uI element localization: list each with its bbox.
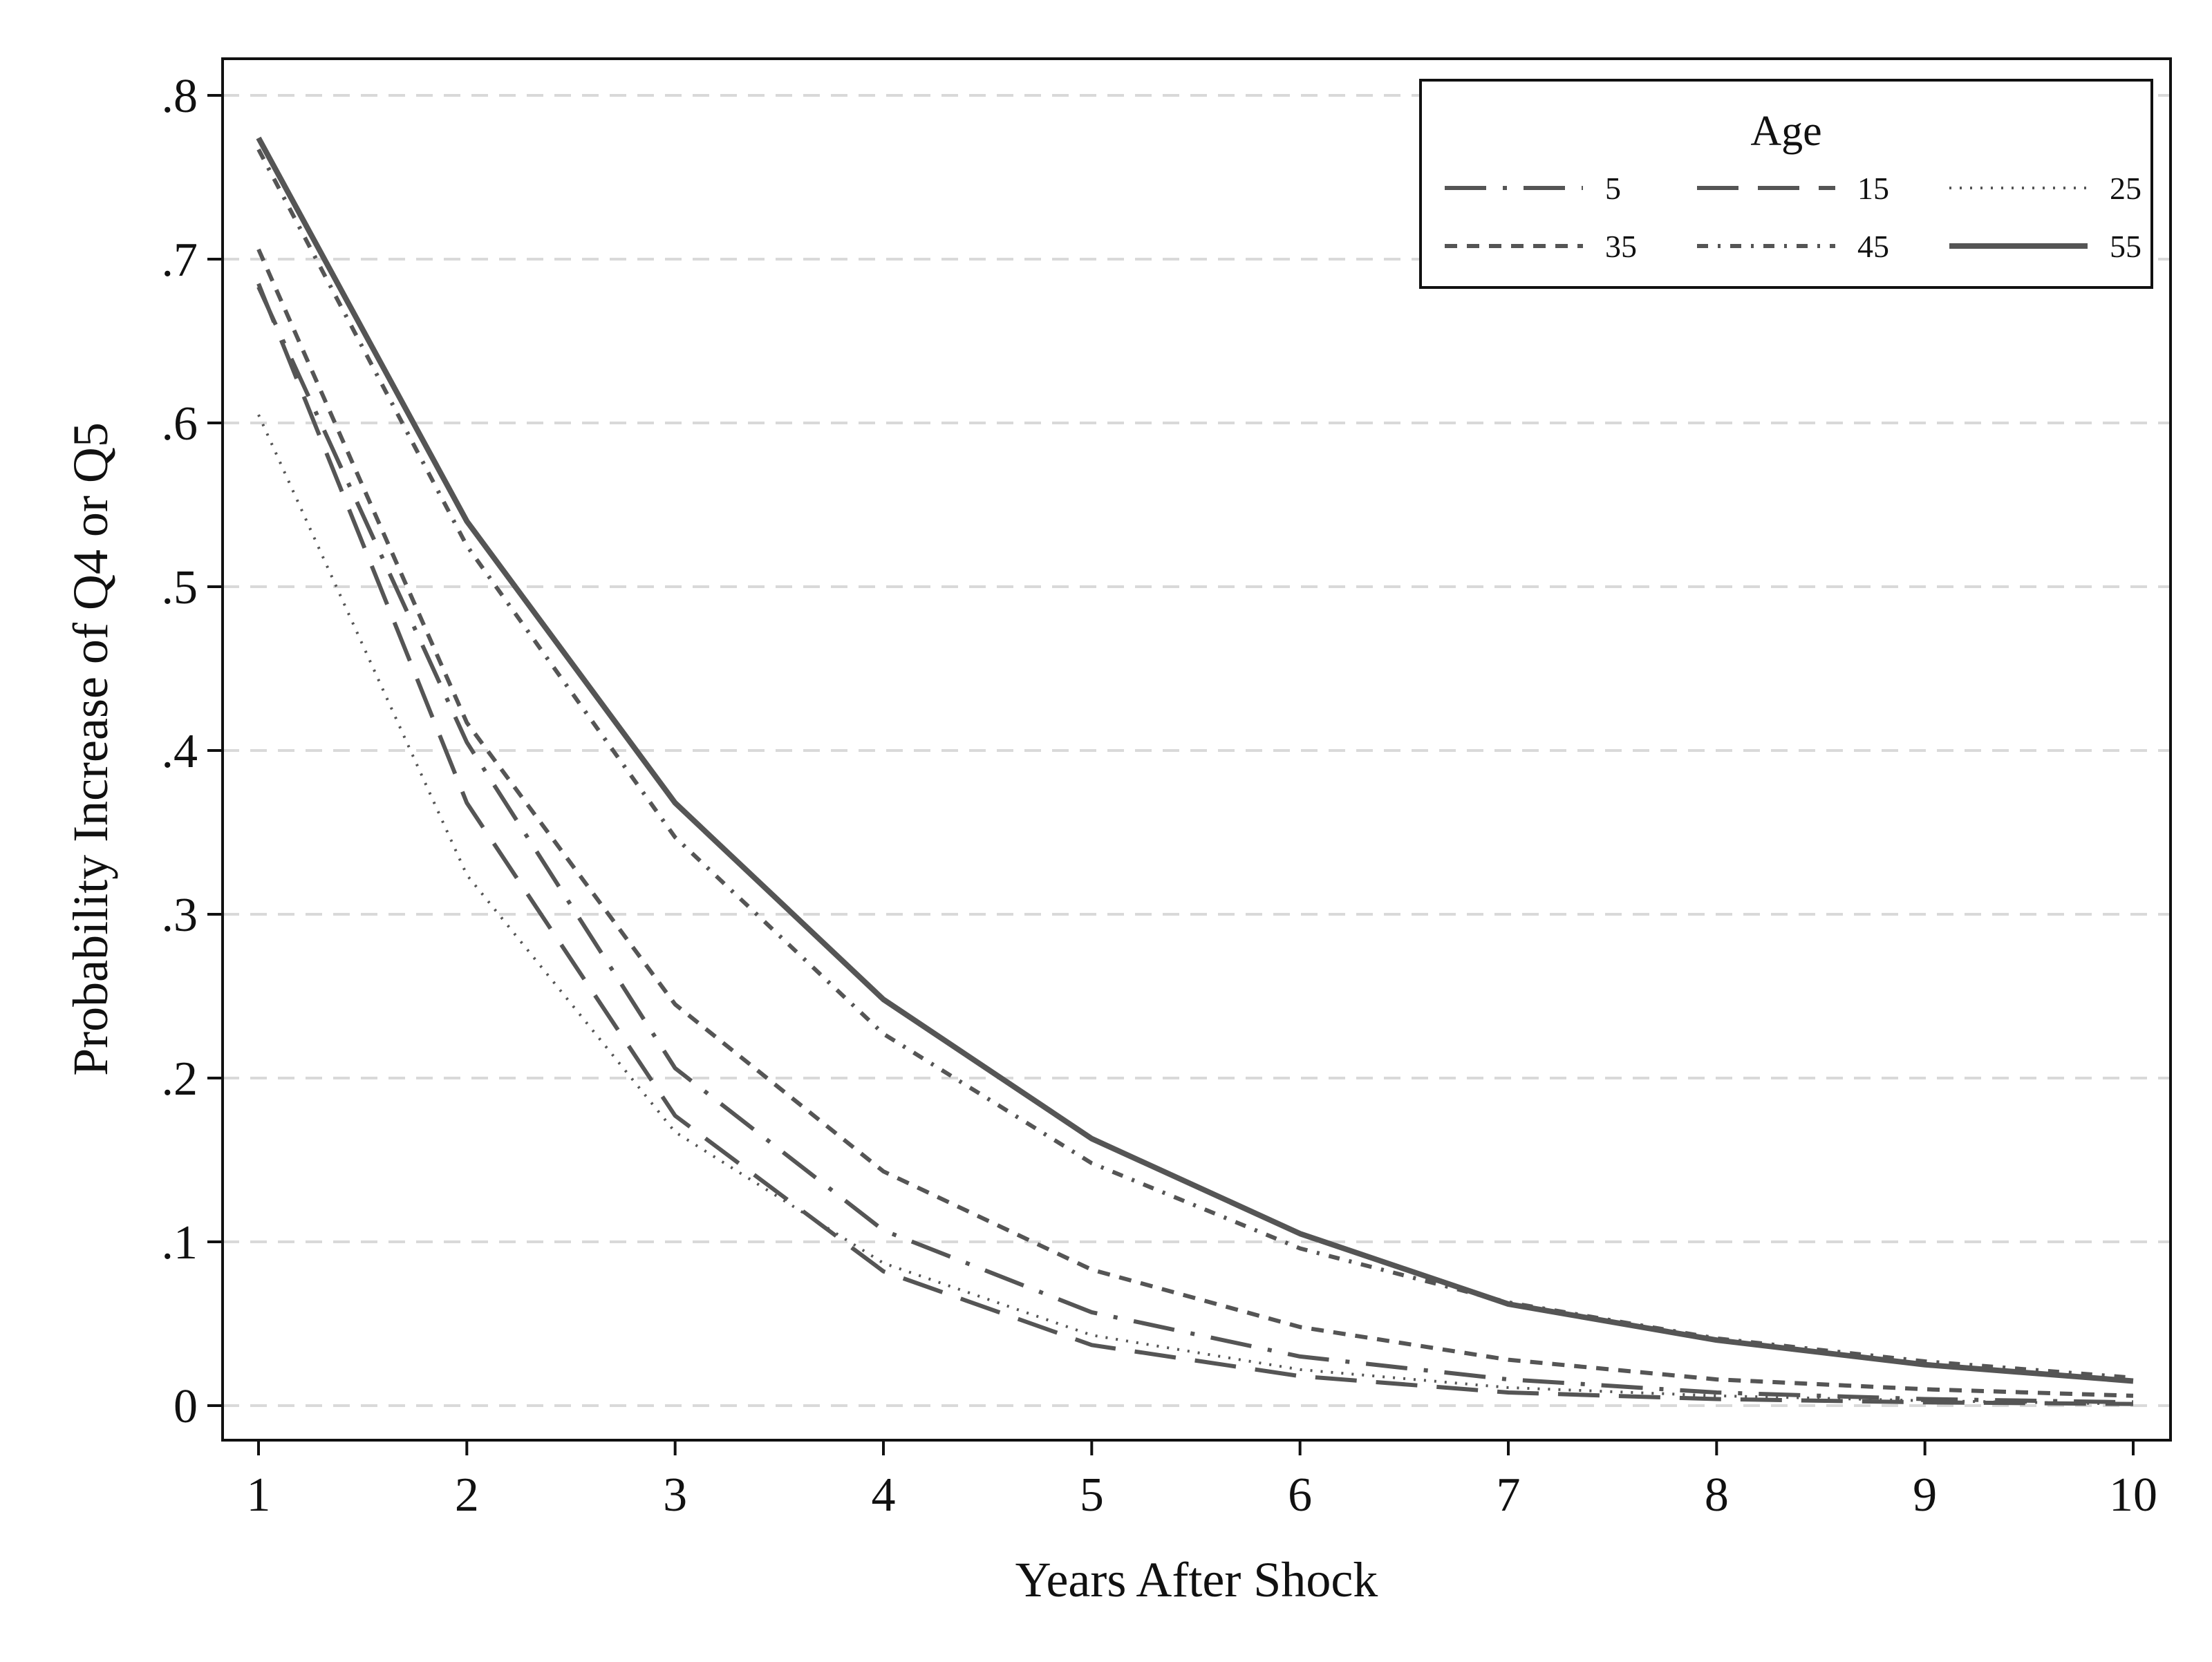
y-tick-label: .4: [162, 725, 198, 778]
legend-label-age-5: 5: [1605, 171, 1621, 206]
x-axis: 1 2 3 4 5 6 7 8 9 10: [247, 1440, 2157, 1522]
legend: Age 5 15 25 35 45 55: [1419, 79, 2153, 289]
y-tick-label: .2: [162, 1052, 198, 1106]
y-axis-title: Probability Increase of Q4 or Q5: [63, 422, 118, 1076]
x-tick-label: 5: [1080, 1469, 1104, 1522]
x-axis-title: Years After Shock: [1015, 1552, 1378, 1607]
x-tick-label: 7: [1497, 1469, 1521, 1522]
legend-label-age-25: 25: [2110, 171, 2141, 206]
gridlines: [223, 94, 2171, 1407]
y-tick-label: .5: [162, 561, 198, 614]
x-tick-label: 2: [455, 1469, 479, 1522]
x-tick-label: 3: [663, 1469, 687, 1522]
y-tick-label: .7: [162, 234, 198, 287]
x-tick-label: 10: [2109, 1469, 2157, 1522]
series-line-age-5: [256, 286, 2134, 1405]
y-tick-label: .1: [162, 1216, 198, 1269]
series-line-age-15: [256, 283, 2134, 1406]
x-tick-label: 4: [872, 1469, 896, 1522]
series-lines: [256, 136, 2134, 1406]
legend-title: Age: [1750, 108, 1821, 155]
y-tick-label: .6: [162, 397, 198, 451]
y-tick-label: .8: [162, 70, 198, 123]
series-line-age-45: [256, 148, 2134, 1380]
y-tick-label: 0: [174, 1380, 198, 1433]
legend-label-age-15: 15: [1857, 171, 1889, 206]
legend-label-age-45: 45: [1857, 229, 1889, 264]
legend-label-age-35: 35: [1605, 229, 1637, 264]
series-line-age-55: [256, 136, 2134, 1384]
y-tick-label: .3: [162, 889, 198, 942]
x-tick-label: 9: [1913, 1469, 1937, 1522]
x-tick-label: 6: [1288, 1469, 1312, 1522]
legend-box: [1419, 79, 2153, 289]
legend-items: 5 15 25 35 45 55: [1445, 171, 2141, 264]
y-axis: 0 .1 .2 .3 .4 .5 .6 .7 .8: [162, 70, 223, 1433]
x-tick-label: 8: [1705, 1469, 1729, 1522]
series-line-age-35: [256, 248, 2134, 1398]
x-tick-label: 1: [247, 1469, 271, 1522]
legend-label-age-55: 55: [2110, 229, 2141, 264]
